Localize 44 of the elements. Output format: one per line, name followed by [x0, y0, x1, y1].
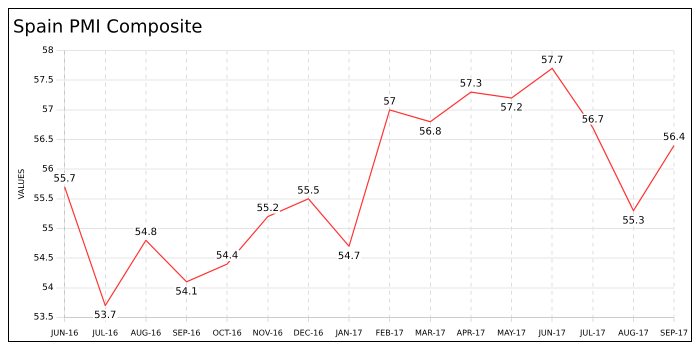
data-label: 57.2 — [500, 102, 523, 114]
data-label: 53.7 — [94, 310, 116, 322]
data-label: 55.5 — [297, 185, 320, 196]
data-label: 57.3 — [460, 78, 482, 90]
data-label: 55.7 — [54, 174, 76, 185]
data-label: 56.7 — [582, 114, 604, 126]
data-label: 54.7 — [338, 250, 360, 262]
x-tick-label: DEC-16 — [293, 328, 324, 338]
x-tick-label: JAN-17 — [334, 328, 362, 338]
data-label: 56.4 — [662, 132, 686, 144]
x-tick-label: AUG-17 — [618, 328, 649, 338]
data-label: 54.1 — [175, 286, 198, 298]
x-tick-label: JUL-17 — [579, 328, 606, 338]
x-tick-label: FEB-17 — [376, 328, 404, 338]
data-label: 57 — [383, 96, 396, 108]
y-tick-label: 54 — [42, 283, 54, 294]
y-tick-label: 55.5 — [34, 194, 54, 204]
y-tick-label: 53.5 — [34, 312, 54, 323]
data-label: 56.8 — [419, 126, 442, 138]
x-tick-label: AUG-16 — [130, 328, 162, 338]
data-label: 55.2 — [256, 203, 279, 214]
x-tick-label: OCT-16 — [212, 328, 242, 338]
y-axis-title: VALUES — [16, 168, 26, 200]
y-tick-label: 57.5 — [34, 76, 54, 86]
x-tick-label: MAR-17 — [414, 328, 446, 338]
y-tick-label: 55 — [42, 224, 54, 234]
data-label: 54.4 — [216, 250, 238, 262]
x-tick-label: APR-17 — [456, 328, 486, 338]
x-tick-label: SEP-16 — [172, 328, 200, 338]
y-tick-label: 57 — [42, 105, 54, 116]
y-tick-label: 56 — [42, 164, 54, 175]
y-tick-label: 58 — [42, 46, 54, 56]
x-tick-label: JUL-16 — [91, 328, 118, 338]
x-tick-label: JUN-16 — [50, 328, 78, 338]
x-tick-label: NOV-16 — [252, 328, 283, 338]
x-tick-label: SEP-17 — [660, 328, 688, 338]
y-tick-label: 56.5 — [34, 134, 54, 145]
data-label: 55.3 — [622, 215, 645, 226]
x-tick-label: JUN-17 — [538, 328, 566, 338]
chart-title: Spain PMI Composite — [13, 16, 202, 38]
data-label: 54.8 — [134, 226, 158, 238]
y-tick-label: 54.5 — [34, 253, 54, 264]
x-tick-label: MAY-17 — [497, 328, 526, 338]
data-label: 57.7 — [541, 54, 564, 66]
